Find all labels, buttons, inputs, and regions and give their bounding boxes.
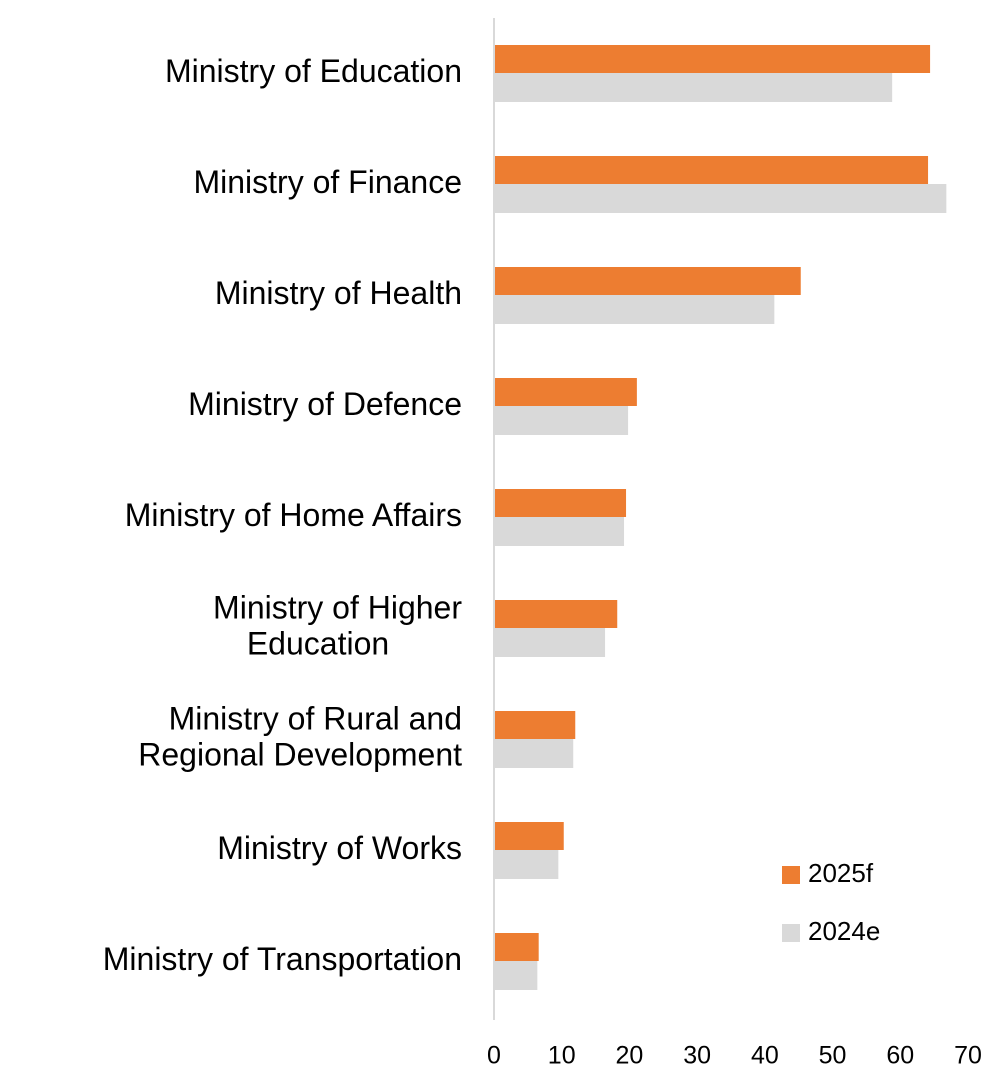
bar [494,933,539,961]
bar [494,295,775,324]
y-tick-label: Ministry of Finance [193,164,462,200]
bar [494,267,801,295]
x-tick-label: 10 [548,1042,576,1070]
bar [494,73,893,102]
bar [494,489,627,517]
bar [494,406,629,435]
bar [494,184,947,213]
y-tick-label: Ministry of Education [165,53,462,89]
x-tick-label: 30 [683,1042,711,1070]
x-tick-label: 40 [751,1042,779,1070]
bar [494,45,931,73]
bar [494,711,576,739]
y-tick-label: Ministry of Transportation [103,941,462,977]
x-tick-label: 60 [886,1042,914,1070]
x-tick-label: 0 [487,1042,501,1070]
bar [494,822,564,850]
y-tick-label: Ministry of Works [217,830,462,866]
bar [494,378,637,406]
y-tick-label: Ministry of Home Affairs [125,497,462,533]
y-tick-label: Ministry of Rural and Regional Developmen… [138,701,462,773]
legend-swatch [782,924,800,942]
y-tick-label: Ministry of Higher Education [213,590,462,662]
bar [494,517,625,546]
bar [494,739,574,768]
y-tick-label: Ministry of Health [215,275,462,311]
bar [494,628,606,657]
y-tick-label: Ministry of Defence [188,386,462,422]
legend-label: 2025f [808,858,874,888]
x-tick-label: 20 [616,1042,644,1070]
x-tick-label: 50 [819,1042,847,1070]
bar [494,600,618,628]
bar [494,850,559,879]
bar [494,156,929,184]
legend-label: 2024e [808,916,880,946]
legend-swatch [782,866,800,884]
bar [494,961,538,990]
x-tick-label: 70 [954,1042,982,1070]
